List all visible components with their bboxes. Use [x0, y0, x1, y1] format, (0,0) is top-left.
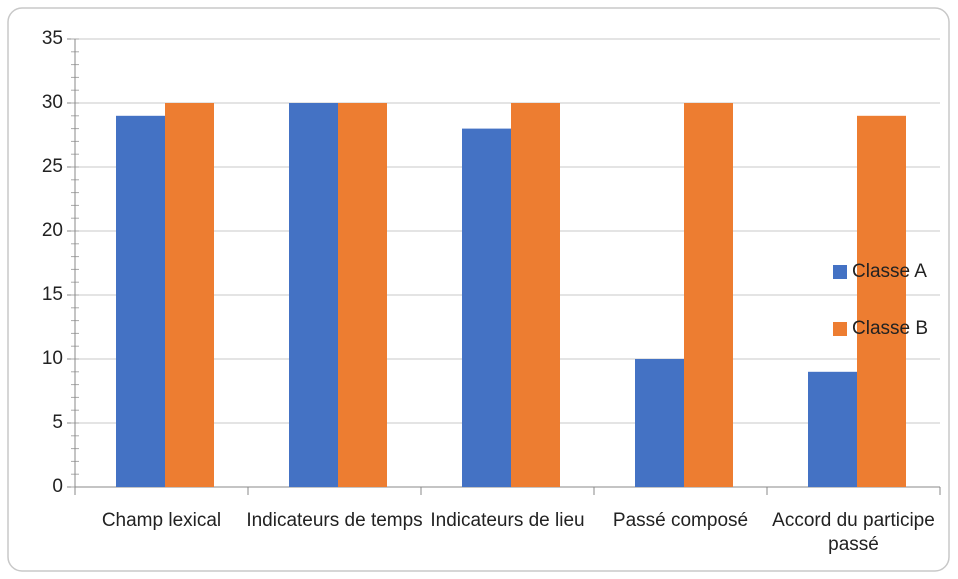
bar — [116, 115, 165, 488]
legend-label: Classe A — [852, 261, 927, 282]
y-tick-label: 5 — [52, 412, 63, 433]
x-tick-label: Indicateurs de temps — [246, 510, 423, 531]
x-label-box: Accord du participe passé — [772, 510, 935, 555]
bar — [857, 115, 906, 488]
y-tick-label: 15 — [42, 284, 63, 305]
y-tick-label: 30 — [42, 92, 63, 113]
y-tick-label: 0 — [52, 476, 63, 497]
x-label-box: Indicateurs de lieu — [430, 510, 585, 531]
x-label-box: Champ lexical — [101, 510, 222, 531]
bar — [635, 359, 684, 487]
y-tick-label: 20 — [42, 220, 63, 241]
bar — [511, 103, 560, 487]
x-tick-label: Indicateurs de lieu — [430, 510, 585, 531]
x-tick-label: Accord du participe passé — [772, 510, 935, 555]
x-label-box: Indicateurs de temps — [246, 510, 423, 531]
legend-swatch — [833, 265, 847, 279]
bar — [338, 103, 387, 487]
bar — [165, 103, 214, 487]
x-tick-label: Champ lexical — [101, 510, 222, 531]
legend-swatch — [833, 322, 847, 336]
bar — [684, 103, 733, 487]
x-tick-label: Passé composé — [612, 510, 749, 531]
bar — [808, 371, 857, 487]
y-tick-label: 35 — [42, 28, 63, 49]
y-tick-label: 10 — [42, 348, 63, 369]
y-tick-label: 25 — [42, 156, 63, 177]
bar — [289, 103, 338, 487]
legend-label: Classe B — [852, 318, 928, 339]
bar — [462, 128, 511, 487]
x-label-box: Passé composé — [612, 510, 749, 531]
